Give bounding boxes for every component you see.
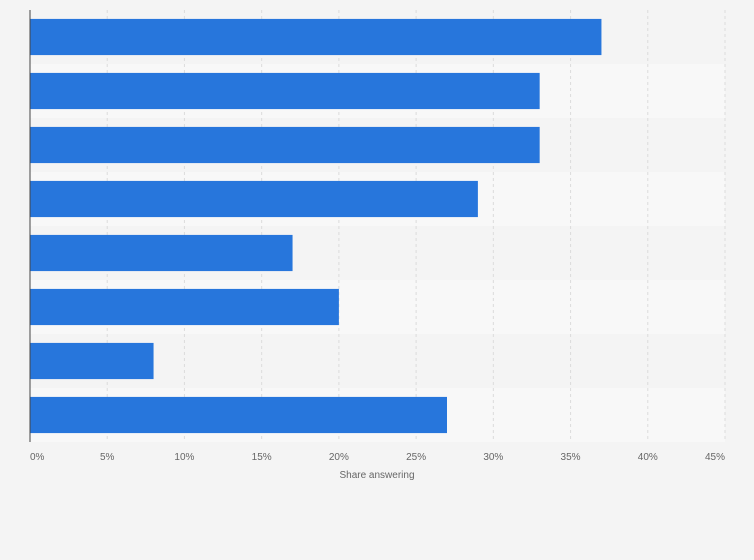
bar [30,72,540,110]
bar [30,396,447,434]
x-tick-label: 15% [252,452,272,463]
x-tick-label: 5% [100,452,115,463]
x-tick-label: 40% [638,452,658,463]
x-axis-title: Share answering [339,470,414,481]
x-tick-label: 10% [174,452,194,463]
x-tick-labels: 0% 5% 10% 15% 20% 25% 30% 35% 40% 45% [30,452,725,463]
x-tick-label: 35% [561,452,581,463]
bar [30,288,339,326]
x-tick-label: 45% [705,452,725,463]
x-tick-label: 25% [406,452,426,463]
bars [30,18,602,434]
bar [30,342,154,380]
bar [30,18,602,56]
bar [30,234,293,272]
bar [30,180,478,218]
bar [30,126,540,164]
x-tick-label: 20% [329,452,349,463]
x-tick-label: 0% [30,452,45,463]
x-tick-label: 30% [483,452,503,463]
